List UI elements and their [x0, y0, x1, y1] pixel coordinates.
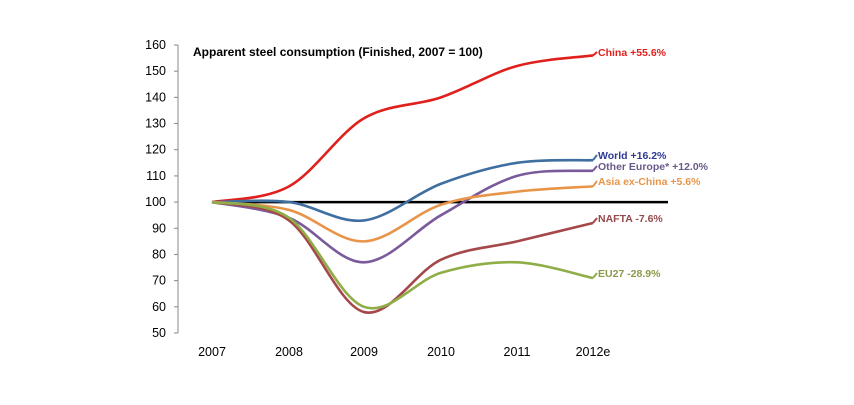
label-leader-eu27 [592, 272, 598, 279]
series-line-world [211, 158, 594, 223]
y-tick-label: 110 [146, 169, 166, 183]
y-tick-label: 60 [152, 300, 166, 314]
series-label-asia-ex-china: Asia ex-China +5.6% [598, 176, 701, 188]
y-tick-label: 150 [145, 64, 166, 78]
series-line-other-europe [211, 169, 594, 264]
series-line-china [211, 54, 594, 204]
x-tick-label: 2012e [576, 345, 611, 359]
x-tick-label: 2010 [427, 345, 455, 359]
y-tick-label: 120 [145, 143, 166, 157]
chart-title: Apparent steel consumption (Finished, 20… [193, 45, 483, 59]
y-tick-label: 160 [145, 38, 166, 52]
series-label-nafta: NAFTA -7.6% [598, 213, 663, 225]
label-leader-nafta [592, 217, 598, 224]
label-leader-china [592, 51, 598, 57]
y-tick-label: 70 [152, 274, 166, 288]
series-label-eu27: EU27 -28.9% [598, 268, 661, 280]
y-tick-label: 140 [145, 90, 166, 104]
series-label-other-europe: Other Europe* +12.0% [598, 161, 709, 173]
series-line-asia-ex-china [211, 185, 594, 243]
x-tick-label: 2009 [350, 345, 378, 359]
x-tick-label: 2011 [504, 345, 531, 359]
label-leader-other-europe [592, 165, 598, 172]
series-label-world: World +16.2% [598, 150, 667, 162]
label-leader-asia-ex-china [592, 180, 598, 187]
y-tick-label: 80 [152, 247, 166, 261]
x-tick-label: 2008 [275, 345, 303, 359]
series-line-eu27 [211, 200, 594, 310]
y-tick-label: 130 [145, 117, 166, 131]
y-tick-label: 50 [152, 326, 166, 340]
x-tick-label: 2007 [198, 345, 226, 359]
y-tick-label: 90 [152, 221, 166, 235]
series-label-china: China +55.6% [598, 47, 667, 59]
y-tick-label: 100 [145, 195, 166, 209]
label-leader-world [592, 154, 598, 161]
